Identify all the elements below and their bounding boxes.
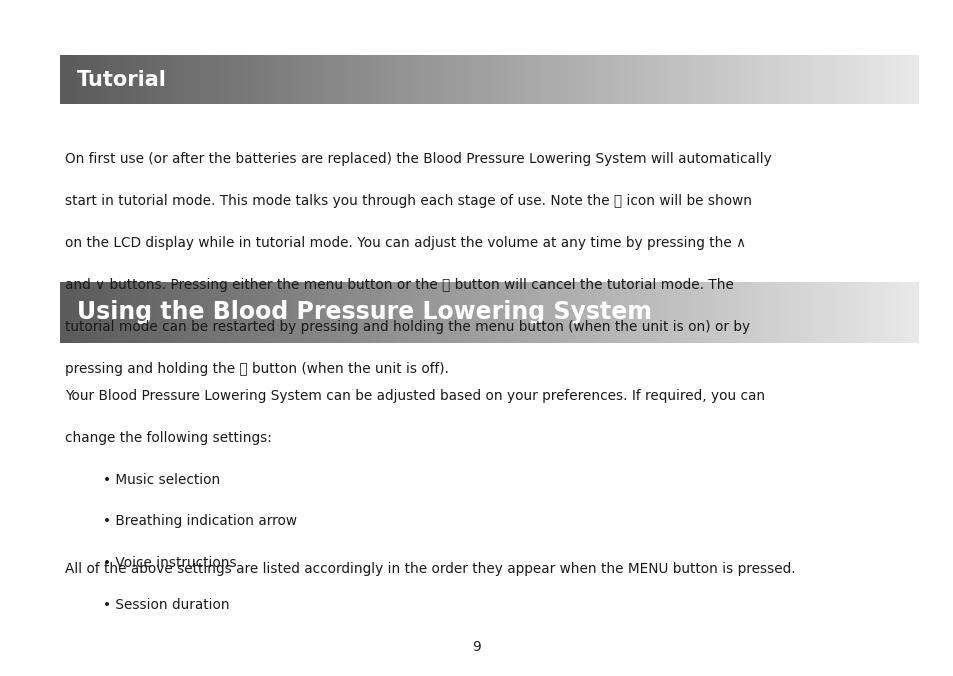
- Text: • Breathing indication arrow: • Breathing indication arrow: [103, 514, 296, 529]
- Text: change the following settings:: change the following settings:: [65, 431, 272, 445]
- Text: tutorial mode can be restarted by pressing and holding the menu button (when the: tutorial mode can be restarted by pressi…: [65, 320, 749, 334]
- Text: • Voice instructions: • Voice instructions: [103, 556, 236, 571]
- Text: • Music selection: • Music selection: [103, 473, 220, 487]
- Text: • Session duration: • Session duration: [103, 598, 230, 612]
- Text: Using the Blood Pressure Lowering System: Using the Blood Pressure Lowering System: [77, 300, 652, 324]
- Text: pressing and holding the ⏻ button (when the unit is off).: pressing and holding the ⏻ button (when …: [65, 362, 449, 376]
- Text: and ∨ buttons. Pressing either the menu button or the ⏻ button will cancel the t: and ∨ buttons. Pressing either the menu …: [65, 278, 733, 292]
- Text: On first use (or after the batteries are replaced) the Blood Pressure Lowering S: On first use (or after the batteries are…: [65, 152, 771, 166]
- Text: All of the above settings are listed accordingly in the order they appear when t: All of the above settings are listed acc…: [65, 562, 795, 577]
- Text: Your Blood Pressure Lowering System can be adjusted based on your preferences. I: Your Blood Pressure Lowering System can …: [65, 389, 764, 403]
- Text: Tutorial: Tutorial: [77, 70, 167, 90]
- Text: start in tutorial mode. This mode talks you through each stage of use. Note the : start in tutorial mode. This mode talks …: [65, 194, 751, 208]
- Text: 9: 9: [472, 640, 481, 654]
- Text: on the LCD display while in tutorial mode. You can adjust the volume at any time: on the LCD display while in tutorial mod…: [65, 236, 745, 250]
